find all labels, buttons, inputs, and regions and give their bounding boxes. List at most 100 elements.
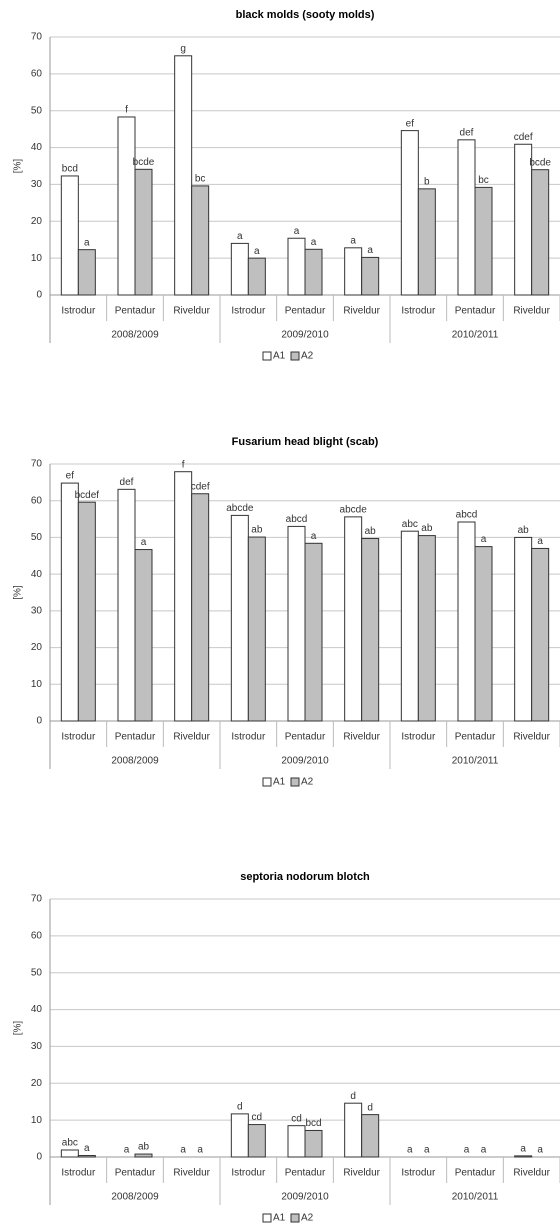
y-tick-label: 30 (31, 1041, 43, 1052)
y-tick-label: 40 (31, 142, 43, 153)
bar (474, 186, 493, 296)
bar (174, 55, 193, 296)
legend-swatch (262, 777, 272, 787)
legend-swatch (290, 777, 300, 787)
significance-label: a (520, 1144, 526, 1155)
significance-label: a (311, 237, 317, 248)
bar (134, 1153, 153, 1158)
legend-label: A1 (273, 351, 286, 362)
x-tick-label: Riveldur (173, 306, 210, 317)
significance-label: bcd (62, 164, 78, 175)
bar (400, 130, 419, 296)
y-tick-label: 0 (36, 290, 42, 301)
bar (230, 1113, 249, 1158)
x-tick-label: Riveldur (513, 306, 550, 317)
group-label: 2010/2011 (452, 1192, 499, 1203)
significance-label: a (350, 235, 356, 246)
y-tick-label: 50 (31, 105, 43, 116)
bar (531, 169, 550, 296)
legend-swatch (262, 1213, 272, 1223)
legend-label: A2 (301, 351, 314, 362)
bar (134, 549, 153, 722)
y-tick-label: 0 (36, 716, 42, 727)
x-tick-label: Riveldur (173, 1168, 210, 1179)
significance-label: bcd (305, 1118, 321, 1129)
significance-label: cdef (191, 481, 210, 492)
significance-label: bc (478, 175, 489, 186)
y-tick-label: 30 (31, 179, 43, 190)
x-tick-label: Pentadur (115, 306, 156, 317)
x-tick-label: Istrodur (401, 306, 436, 317)
significance-label: cd (291, 1113, 302, 1124)
bar (191, 493, 210, 722)
significance-label: a (311, 531, 317, 542)
bar (400, 530, 419, 722)
significance-label: abcde (226, 503, 254, 514)
x-tick-label: Istrodur (401, 1168, 436, 1179)
significance-label: bc (195, 174, 206, 185)
significance-label: abcde (340, 505, 368, 516)
x-tick-label: Istrodur (231, 732, 266, 743)
significance-label: a (537, 1145, 543, 1156)
y-tick-label: 40 (31, 569, 43, 580)
significance-label: a (254, 246, 260, 257)
significance-label: a (237, 231, 243, 242)
bar (344, 1102, 363, 1158)
y-axis-label: [%] (13, 585, 24, 600)
y-axis-label: [%] (13, 1021, 24, 1036)
bar (230, 514, 249, 722)
y-tick-label: 70 (31, 894, 43, 905)
significance-label: a (84, 1143, 90, 1154)
significance-label: a (424, 1145, 430, 1156)
significance-label: d (367, 1102, 373, 1113)
group-label: 2008/2009 (111, 756, 159, 767)
x-tick-label: Pentadur (285, 1168, 326, 1179)
x-tick-label: Istrodur (61, 1168, 96, 1179)
significance-label: ab (365, 526, 377, 537)
bar (117, 488, 136, 722)
y-tick-label: 20 (31, 216, 43, 227)
bar (304, 1129, 323, 1158)
x-tick-label: Istrodur (231, 306, 266, 317)
chart-title: black molds (sooty molds) (236, 9, 375, 21)
x-tick-label: Istrodur (61, 732, 96, 743)
y-tick-label: 30 (31, 605, 43, 616)
significance-label: g (180, 43, 186, 54)
significance-label: ef (406, 118, 415, 129)
bar (531, 547, 550, 722)
significance-label: abcd (286, 514, 308, 525)
significance-label: d (350, 1091, 356, 1102)
bar (191, 185, 210, 296)
bar (60, 175, 79, 296)
significance-label: a (141, 537, 147, 548)
bar (304, 248, 323, 296)
y-axis-label: [%] (13, 159, 24, 174)
bar (174, 471, 193, 722)
significance-label: d (237, 1102, 243, 1113)
significance-label: abc (62, 1138, 78, 1149)
bar (304, 542, 323, 722)
bar (287, 1125, 306, 1158)
y-tick-label: 70 (31, 32, 43, 43)
group-label: 2009/2010 (281, 756, 329, 767)
y-tick-label: 60 (31, 68, 43, 79)
x-tick-label: Riveldur (343, 732, 380, 743)
bar (247, 1124, 266, 1158)
significance-label: bcdef (75, 490, 100, 501)
legend-label: A1 (273, 1213, 286, 1224)
bar (417, 188, 436, 296)
legend-swatch (262, 351, 272, 361)
bar (417, 535, 436, 722)
bar (77, 249, 96, 296)
significance-label: b (424, 176, 430, 187)
bar (361, 1114, 380, 1158)
bar (344, 247, 363, 296)
x-tick-label: Riveldur (343, 1168, 380, 1179)
x-tick-label: Riveldur (513, 1168, 550, 1179)
y-tick-label: 0 (36, 1152, 42, 1163)
x-tick-label: Pentadur (455, 1168, 496, 1179)
legend-swatch (290, 351, 300, 361)
x-tick-label: Pentadur (115, 1168, 156, 1179)
y-tick-label: 20 (31, 1078, 43, 1089)
